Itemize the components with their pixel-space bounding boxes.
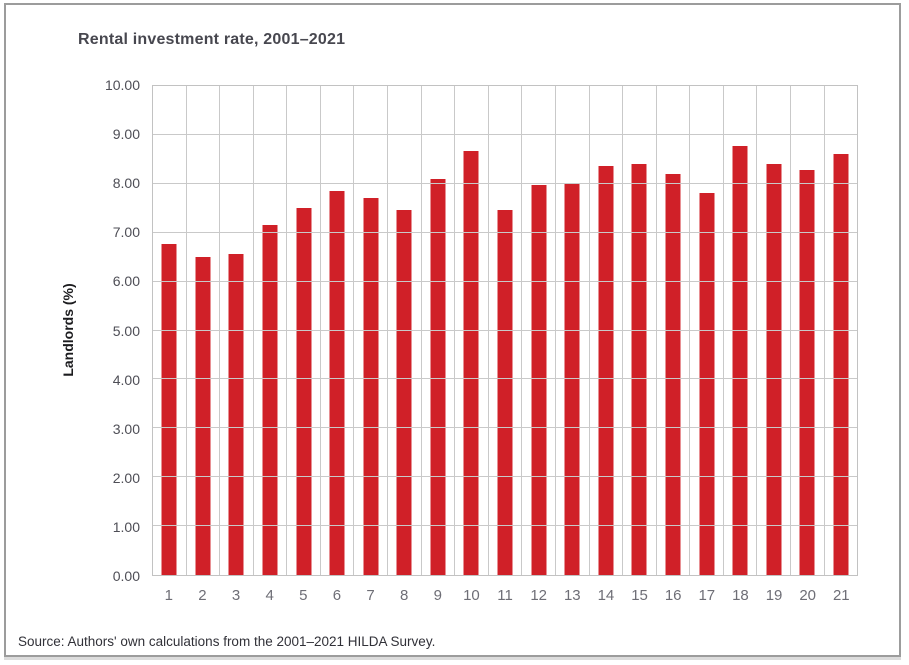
grid-column <box>187 86 221 575</box>
grid-column <box>522 86 556 575</box>
grid-column <box>657 86 691 575</box>
x-axis-label: 15 <box>631 587 648 604</box>
x-axis-label: 5 <box>299 587 308 604</box>
gridline-horizontal <box>153 329 857 331</box>
grid-column <box>623 86 657 575</box>
grid-column <box>690 86 724 575</box>
y-axis-tick-label: 3.00 <box>112 420 140 437</box>
gridline-horizontal <box>153 476 857 478</box>
chart-frame: Rental investment rate, 2001–2021 Landlo… <box>4 3 901 657</box>
x-axis-label: 18 <box>732 587 749 604</box>
grid-column <box>590 86 624 575</box>
bar <box>564 183 580 575</box>
bar <box>430 178 446 575</box>
x-axis-label: 13 <box>563 587 581 604</box>
y-axis-tick-label: 5.00 <box>112 322 140 339</box>
x-axis-label: 11 <box>497 587 513 604</box>
bar <box>161 244 177 575</box>
grid-column <box>321 86 355 575</box>
x-axis-label: 16 <box>664 587 682 604</box>
x-axis: 1 2 3 4 5 6 7 8 9 10 11 12 13 14 15 16 17 18 19 20 21 <box>152 587 858 604</box>
bar <box>329 191 345 575</box>
grid-column <box>388 86 422 575</box>
x-axis-label: 8 <box>400 587 409 604</box>
x-axis-label: 7 <box>366 587 375 604</box>
bar <box>195 257 211 575</box>
x-axis-label: 10 <box>463 587 480 604</box>
x-axis-label: 17 <box>698 587 716 604</box>
gridline-horizontal <box>153 280 857 282</box>
bar <box>699 192 715 575</box>
y-axis-tick-label: 10.00 <box>104 77 140 93</box>
gridline-horizontal <box>153 525 857 527</box>
y-axis-tick-label: 1.00 <box>112 518 140 535</box>
grid-column <box>220 86 254 575</box>
grid-column <box>287 86 321 575</box>
grid-column <box>791 86 825 575</box>
bar <box>665 173 681 575</box>
gridline-horizontal <box>153 231 857 233</box>
grid-column <box>354 86 389 575</box>
x-axis-label: 9 <box>433 587 442 604</box>
grid-column <box>254 86 288 575</box>
gridline-horizontal <box>153 182 857 184</box>
bar <box>228 254 244 575</box>
bar <box>799 169 815 575</box>
bar <box>598 165 614 575</box>
y-axis-tick-label: 4.00 <box>112 371 140 388</box>
grid-column <box>724 86 758 575</box>
bar <box>463 150 479 575</box>
x-axis-label: 20 <box>799 587 817 604</box>
gridline-horizontal <box>153 133 857 135</box>
grid-column <box>455 86 489 575</box>
x-axis-label: 14 <box>597 587 615 604</box>
y-axis-tick-label: 9.00 <box>112 126 140 143</box>
bar <box>296 208 312 575</box>
y-axis-tick-label: 2.00 <box>112 469 140 486</box>
gridline-horizontal <box>153 427 857 429</box>
x-axis-label: 21 <box>832 587 850 604</box>
x-axis-label: 3 <box>231 587 241 604</box>
x-axis-label: 19 <box>765 587 783 604</box>
bar <box>262 224 278 575</box>
bar <box>497 210 513 575</box>
grid-column <box>153 86 187 575</box>
y-axis-tick-label: 8.00 <box>112 175 140 192</box>
bar <box>363 197 379 575</box>
grid-column <box>825 86 858 575</box>
bar <box>766 164 782 575</box>
bar <box>732 145 748 575</box>
bar <box>396 209 412 575</box>
plot-area <box>152 85 858 576</box>
y-axis-tick-label: 7.00 <box>112 224 140 241</box>
bar-series <box>153 86 857 575</box>
bar <box>531 185 547 575</box>
y-axis-tick-label: 6.00 <box>112 273 140 290</box>
gridline-horizontal <box>153 378 857 380</box>
bar <box>631 163 647 575</box>
chart-title: Rental investment rate, 2001–2021 <box>78 31 346 48</box>
source-note: Source: Authors' own calculations from t… <box>18 634 436 649</box>
y-axis: 10.00 9.00 8.00 7.00 6.00 5.00 4.00 3.00 2.00 1.0… <box>6 5 140 655</box>
y-axis-tick-label: 0.00 <box>112 568 140 584</box>
x-axis-label: 6 <box>332 587 342 604</box>
grid-column <box>489 86 523 575</box>
x-axis-label: 1 <box>164 587 173 604</box>
grid-column <box>556 86 590 575</box>
x-axis-label: 2 <box>198 587 207 604</box>
bar <box>833 153 849 575</box>
grid-column <box>422 86 456 575</box>
grid-column <box>757 86 791 575</box>
x-axis-label: 4 <box>265 587 274 604</box>
x-axis-label: 12 <box>530 587 548 604</box>
